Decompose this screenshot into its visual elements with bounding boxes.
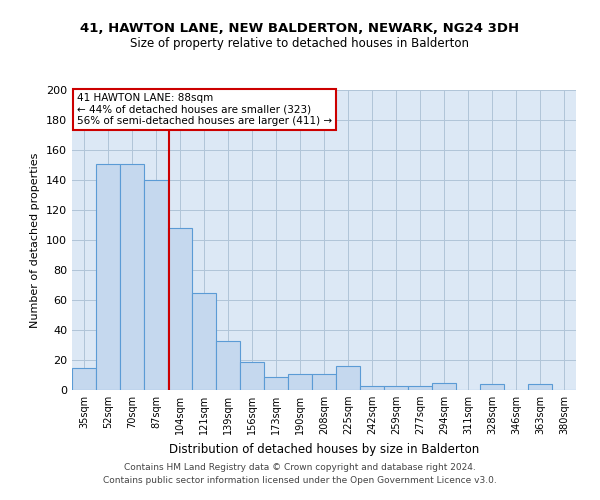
Text: Contains public sector information licensed under the Open Government Licence v3: Contains public sector information licen… <box>103 476 497 485</box>
Bar <box>144 180 168 390</box>
Bar <box>96 164 120 390</box>
Bar <box>336 366 360 390</box>
Bar <box>528 384 552 390</box>
Bar <box>408 386 432 390</box>
Bar <box>264 376 288 390</box>
Bar <box>192 292 216 390</box>
Text: Size of property relative to detached houses in Balderton: Size of property relative to detached ho… <box>131 38 470 51</box>
Text: 41 HAWTON LANE: 88sqm
← 44% of detached houses are smaller (323)
56% of semi-det: 41 HAWTON LANE: 88sqm ← 44% of detached … <box>77 93 332 126</box>
Bar <box>120 164 144 390</box>
Text: Contains HM Land Registry data © Crown copyright and database right 2024.: Contains HM Land Registry data © Crown c… <box>124 464 476 472</box>
Bar <box>360 386 384 390</box>
Bar <box>312 374 336 390</box>
Bar <box>480 384 504 390</box>
Bar <box>168 228 192 390</box>
Bar <box>288 374 312 390</box>
Bar <box>240 362 264 390</box>
X-axis label: Distribution of detached houses by size in Balderton: Distribution of detached houses by size … <box>169 442 479 456</box>
Bar <box>432 382 456 390</box>
Y-axis label: Number of detached properties: Number of detached properties <box>31 152 40 328</box>
Text: 41, HAWTON LANE, NEW BALDERTON, NEWARK, NG24 3DH: 41, HAWTON LANE, NEW BALDERTON, NEWARK, … <box>80 22 520 36</box>
Bar <box>72 368 96 390</box>
Bar <box>384 386 408 390</box>
Bar <box>216 340 240 390</box>
